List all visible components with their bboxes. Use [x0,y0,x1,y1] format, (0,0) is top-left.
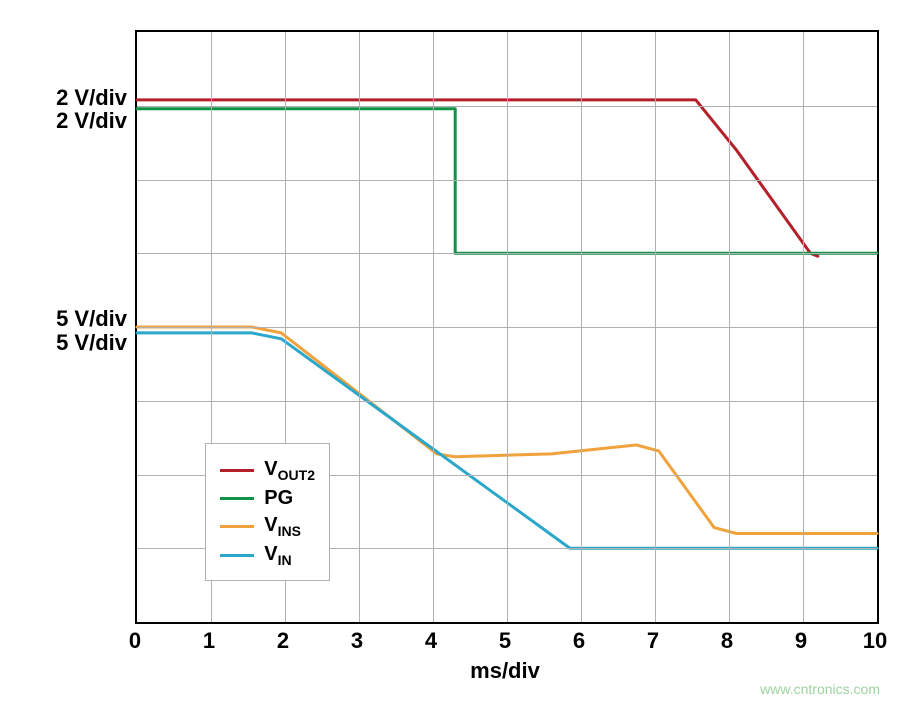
x-tick-label: 5 [499,628,511,654]
x-tick-label: 7 [647,628,659,654]
legend-swatch [220,525,254,528]
series-V_OUT2 [137,100,818,256]
x-tick-label: 10 [863,628,887,654]
legend-label: VOUT2 [264,458,315,483]
grid-line-horizontal [137,327,877,328]
watermark: www.cntronics.com [760,681,880,697]
x-tick-label: 0 [129,628,141,654]
x-axis-label: ms/div [470,658,540,684]
x-tick-label: 8 [721,628,733,654]
x-tick-label: 6 [573,628,585,654]
x-tick-label: 9 [795,628,807,654]
grid-line-horizontal [137,106,877,107]
legend-label: PG [264,487,293,510]
legend-swatch [220,497,254,500]
x-tick-label: 4 [425,628,437,654]
y-scale-label: 2 V/div [56,108,127,134]
legend-label: VINS [264,514,301,539]
legend-swatch [220,469,254,472]
legend-label: VIN [264,543,291,568]
legend-item-PG: PG [220,487,315,510]
grid-line-horizontal [137,401,877,402]
x-tick-label: 2 [277,628,289,654]
x-tick-label: 1 [203,628,215,654]
legend: VOUT2 PG VINS VIN [205,443,330,581]
legend-item-V_OUT2: VOUT2 [220,458,315,483]
y-scale-label: 2 V/div [56,85,127,111]
grid-line-horizontal [137,253,877,254]
y-scale-label: 5 V/div [56,330,127,356]
legend-swatch [220,554,254,557]
x-tick-label: 3 [351,628,363,654]
legend-item-V_IN: VIN [220,543,315,568]
legend-item-V_INS: VINS [220,514,315,539]
y-scale-label: 5 V/div [56,306,127,332]
grid-line-horizontal [137,180,877,181]
